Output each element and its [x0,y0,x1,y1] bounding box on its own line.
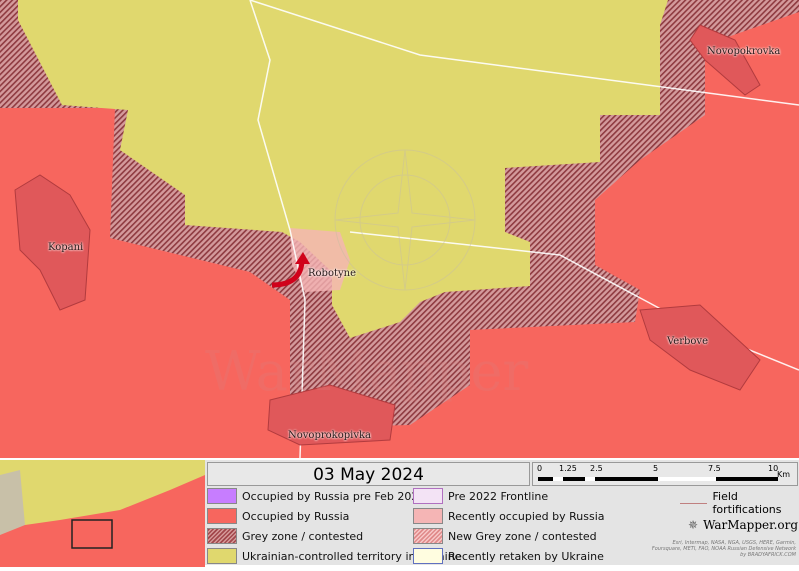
town-label-robotyne: Robotyne [308,268,356,279]
scale-tick: 7.5 [708,464,721,473]
legend-label: New Grey zone / contested [448,530,597,543]
legend-item-pre-2022-frontline: Pre 2022 Frontline [413,488,548,504]
legend-item-russia-pre-2022: Occupied by Russia pre Feb 2022 [207,488,425,504]
scale-tick: 1.25 [559,464,577,473]
legend-item-recently-occupied: Recently occupied by Russia [413,508,605,524]
legend-item-field-fortifications: Field fortifications [680,490,799,516]
logo-text: WarMapper.org [703,518,798,532]
legend-swatch [413,548,443,564]
legend-label: Recently occupied by Russia [448,510,605,523]
legend-label: Pre 2022 Frontline [448,490,548,503]
town-label-verbove: Verbove [667,336,708,347]
attribution: Esri, Intermap, NASA, NGA, USGS, HERE, G… [646,540,796,558]
map[interactable]: WarMapper Novopokrovka Kopani Robotyne V… [0,0,799,458]
legend-swatch [207,508,237,524]
legend-swatch [207,548,237,564]
legend-item-russia: Occupied by Russia [207,508,349,524]
legend-swatch [207,488,237,504]
scale-unit: Km [777,470,790,479]
scale-tick: 0 [537,464,542,473]
legend-item-grey-zone: Grey zone / contested [207,528,363,544]
legend-swatch [413,508,443,524]
map-watermark: WarMapper [205,340,528,403]
legend-label: Field fortifications [713,490,799,516]
legend-label: Occupied by Russia pre Feb 2022 [242,490,425,503]
scale-tick: 5 [653,464,658,473]
legend-label: Recently retaken by Ukraine [448,550,604,563]
map-date: 03 May 2024 [207,462,530,486]
town-label-novopokrovka: Novopokrovka [707,46,780,57]
legend-item-new-grey-zone: New Grey zone / contested [413,528,597,544]
legend-swatch [413,528,443,544]
scale-bar: 0 1.25 2.5 5 7.5 10 Km [532,462,798,486]
legend-swatch [207,528,237,544]
legend-swatch [413,488,443,504]
town-label-kopani: Kopani [48,242,83,253]
legend-label: Grey zone / contested [242,530,363,543]
scale-tick: 2.5 [590,464,603,473]
fortification-line-icon [680,503,707,504]
warmapper-logo[interactable]: ✵ WarMapper.org [688,518,798,532]
town-label-novoprokopivka: Novoprokopivka [288,430,371,441]
compass-icon: ✵ [688,518,698,532]
legend-item-retaken: Recently retaken by Ukraine [413,548,604,564]
overview-minimap[interactable] [0,460,205,567]
legend-panel: 03 May 2024 0 1.25 2.5 5 7.5 10 Km Occup… [0,458,799,565]
legend-label: Occupied by Russia [242,510,349,523]
